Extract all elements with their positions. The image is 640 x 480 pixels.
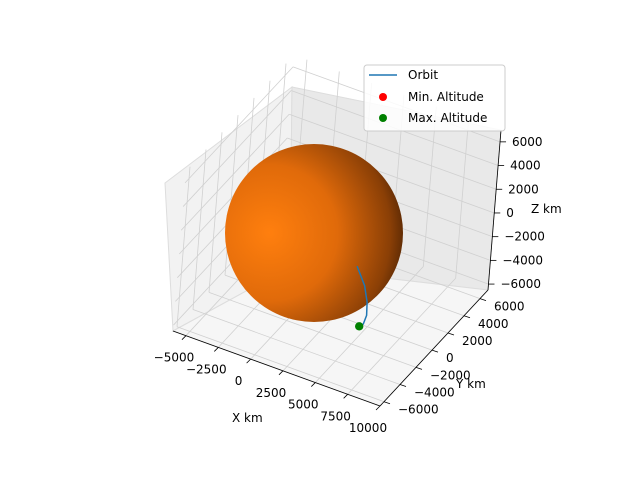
x-tick-label: 10000 — [349, 421, 387, 435]
y-tick-label-mark — [431, 349, 439, 353]
z-axis-label: Z km — [531, 202, 562, 216]
x-tick-label-mark — [181, 335, 187, 340]
y-axis-line — [379, 289, 489, 407]
z-tick-label: 2000 — [508, 182, 539, 196]
z-tick-label: 0 — [506, 206, 514, 220]
y-tick-label: −4000 — [414, 386, 455, 400]
x-tick-label: −2500 — [186, 362, 227, 376]
grid-line — [192, 309, 401, 385]
x-tick-label-mark — [311, 382, 316, 387]
y-tick-label-mark — [383, 401, 391, 405]
y-axis-label: Y km — [455, 377, 486, 391]
grid-line — [455, 118, 470, 279]
planet-sphere — [225, 144, 403, 322]
max-altitude-marker — [355, 322, 364, 331]
legend-box — [363, 64, 506, 132]
y-tick-label: 4000 — [478, 317, 509, 331]
y-tick-label-mark — [399, 384, 407, 387]
z-tick-label: −4000 — [502, 253, 543, 267]
y-tick-label-mark — [463, 315, 471, 319]
x-axis-line — [172, 330, 381, 407]
x-tick-label: 5000 — [288, 398, 319, 412]
grid-line — [184, 66, 294, 184]
x-tick-label-mark — [246, 358, 251, 364]
x-tick-label: 2500 — [256, 386, 287, 400]
y-tick-label: −6000 — [398, 403, 439, 417]
y-tick-label: −2000 — [430, 368, 471, 382]
grid-line — [176, 166, 191, 327]
x-tick-label: 0 — [235, 374, 243, 388]
x-tick-label: 7500 — [320, 409, 351, 423]
y-tick-label: 0 — [446, 351, 454, 365]
y-tick-label-mark — [479, 298, 487, 301]
y-tick-label-mark — [415, 366, 423, 370]
x-tick-label-mark — [213, 347, 219, 352]
x-tick-label: −5000 — [154, 351, 195, 365]
legend-max-altitude-label: Max. Altitude — [408, 111, 487, 125]
legend-orbit-label: Orbit — [408, 68, 438, 82]
z-tick-label: −2000 — [504, 230, 545, 244]
grid-line — [422, 106, 437, 267]
x-axis-label: X km — [232, 411, 263, 425]
z-tick-label: 4000 — [510, 159, 541, 173]
grid-line — [208, 132, 223, 293]
legend-min-altitude-label: Min. Altitude — [408, 90, 484, 104]
z-axis-line — [487, 129, 502, 291]
x-tick-label-mark — [278, 370, 284, 376]
y-tick-label: 6000 — [494, 300, 525, 314]
grid-line — [180, 113, 290, 231]
y-tick-label-mark — [447, 332, 455, 336]
grid-line — [192, 149, 207, 310]
grid-line — [208, 291, 417, 368]
grid-line — [176, 326, 385, 403]
legend-min-altitude-swatch — [379, 93, 387, 101]
tick-marks — [181, 141, 507, 411]
x-tick-label-mark — [343, 393, 348, 399]
z-tick-label: 6000 — [512, 135, 543, 149]
z-tick-label: −6000 — [500, 277, 541, 291]
y-tick-label: 2000 — [462, 334, 493, 348]
grid-line — [315, 266, 424, 383]
legend-max-altitude-swatch — [379, 114, 387, 122]
grid-line — [289, 113, 497, 190]
x-tick-label-mark — [375, 405, 381, 411]
grid-line — [347, 278, 456, 395]
grid-line — [182, 90, 292, 207]
legend: Orbit Min. Altitude Max. Altitude — [363, 64, 506, 132]
